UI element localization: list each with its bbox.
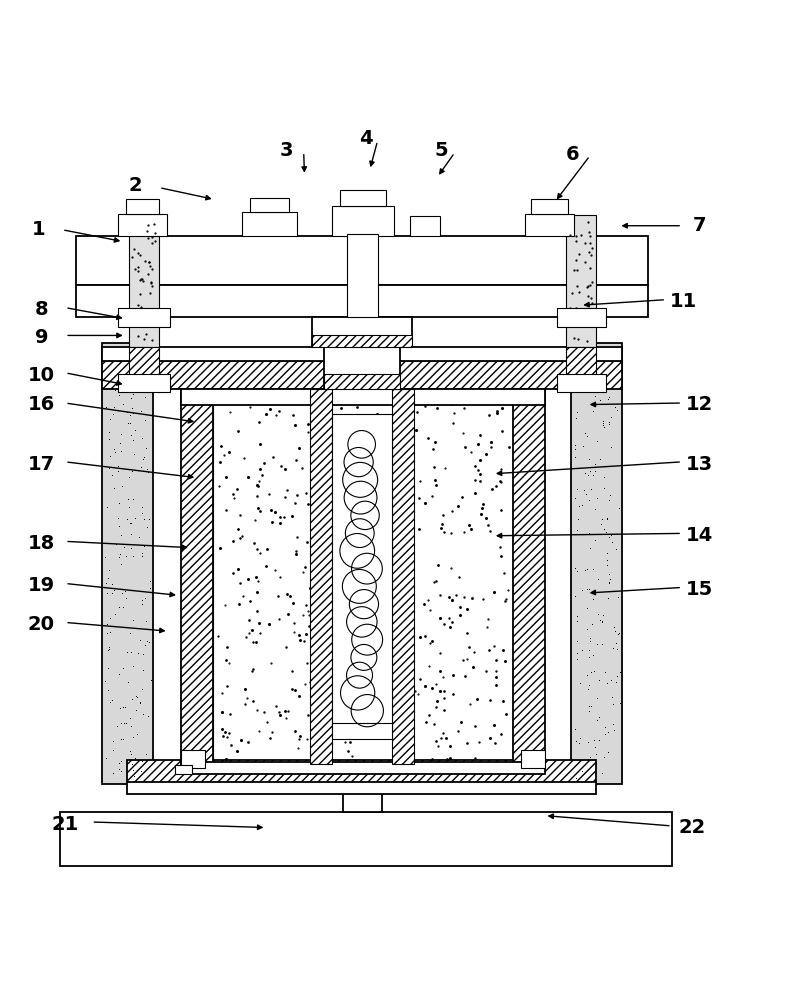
Text: 20: 20	[28, 615, 55, 634]
Bar	[324, 345, 400, 389]
Bar	[213, 389, 513, 764]
Bar	[521, 750, 545, 768]
Text: 7: 7	[693, 216, 706, 235]
Bar	[118, 214, 167, 236]
Bar	[343, 772, 382, 812]
Bar	[129, 347, 159, 389]
Text: 2: 2	[128, 176, 142, 195]
Bar	[242, 212, 297, 236]
Bar	[127, 782, 596, 794]
Bar	[332, 206, 394, 236]
Text: 13: 13	[686, 455, 713, 474]
Text: 18: 18	[28, 534, 55, 553]
Bar	[181, 389, 213, 764]
Bar	[181, 762, 545, 774]
Text: 9: 9	[35, 328, 48, 347]
Bar	[250, 198, 289, 212]
Text: 15: 15	[686, 580, 713, 599]
Bar	[566, 215, 596, 347]
Bar	[571, 343, 622, 784]
Bar	[129, 215, 159, 347]
Bar	[126, 199, 159, 214]
Text: 14: 14	[686, 526, 713, 545]
Bar	[76, 236, 648, 285]
Text: 8: 8	[34, 300, 48, 319]
Bar	[310, 389, 332, 764]
Bar	[392, 389, 414, 764]
Text: 10: 10	[28, 366, 55, 385]
Text: 6: 6	[565, 145, 580, 164]
Bar	[556, 308, 606, 327]
Bar	[175, 765, 192, 774]
Bar	[332, 723, 392, 738]
Bar	[340, 190, 386, 206]
Text: 11: 11	[670, 292, 697, 311]
Bar	[181, 389, 545, 405]
Text: 21: 21	[52, 815, 79, 834]
Bar	[181, 750, 205, 768]
Bar	[513, 389, 545, 764]
Bar	[118, 308, 170, 327]
Bar	[312, 317, 412, 347]
Bar	[60, 812, 672, 866]
Bar	[118, 374, 170, 392]
Bar	[324, 374, 400, 389]
Bar	[312, 335, 412, 347]
Bar	[531, 199, 568, 214]
Bar	[102, 343, 153, 784]
Text: 22: 22	[678, 818, 705, 837]
Text: 4: 4	[359, 129, 373, 148]
Text: 19: 19	[28, 576, 55, 595]
Bar	[102, 361, 622, 389]
Bar	[556, 374, 606, 392]
Bar	[76, 285, 648, 317]
Text: 1: 1	[31, 220, 45, 239]
Bar	[332, 414, 392, 724]
Text: 12: 12	[686, 395, 713, 414]
Bar	[102, 347, 622, 361]
Bar	[566, 347, 596, 389]
Bar	[525, 214, 574, 236]
Text: 3: 3	[280, 141, 293, 160]
Text: 16: 16	[28, 395, 55, 414]
Bar	[347, 234, 378, 317]
Text: 5: 5	[434, 141, 448, 160]
Bar	[410, 216, 440, 236]
Text: 17: 17	[28, 455, 55, 474]
Bar	[127, 760, 596, 784]
